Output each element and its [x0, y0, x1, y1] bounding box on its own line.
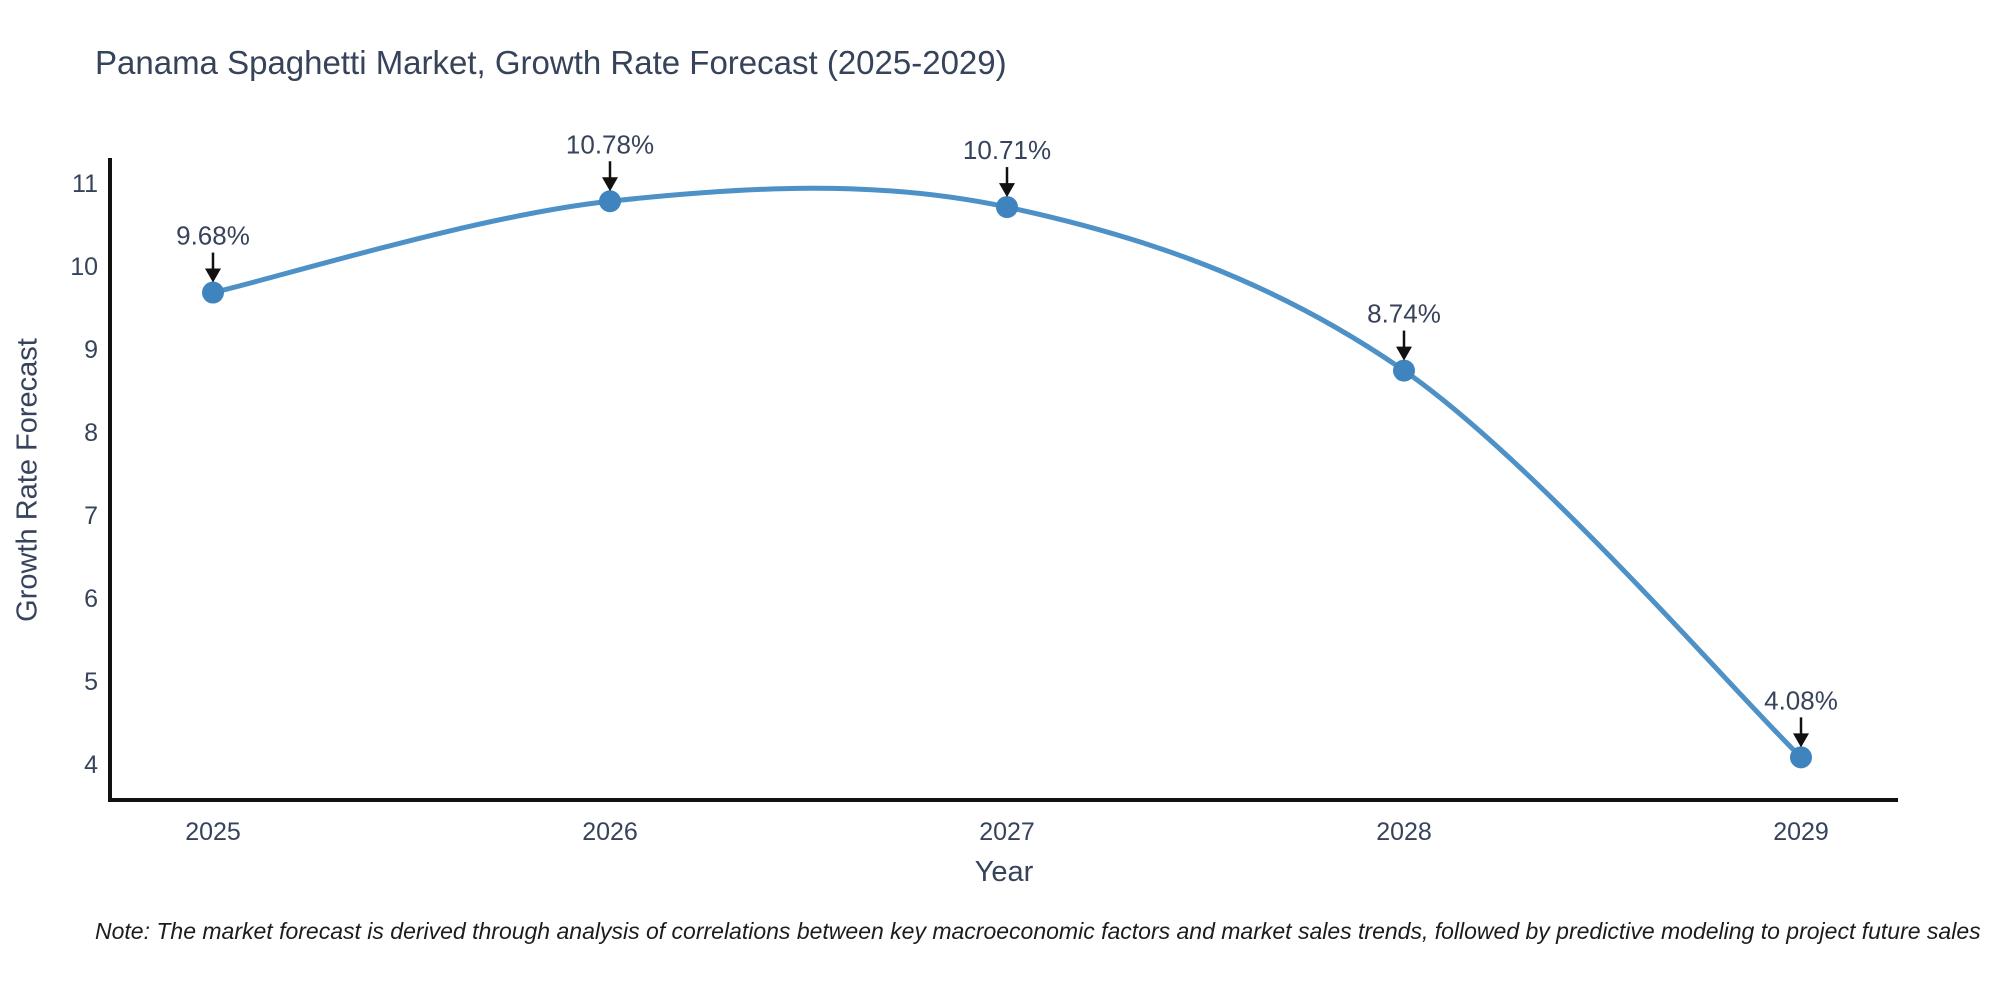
data-point-marker [1790, 746, 1812, 769]
trend-line [210, 185, 1804, 760]
data-point-marker [1393, 359, 1415, 382]
annotation-arrow-head-icon [205, 268, 221, 283]
annotation-arrow-head-icon [1793, 733, 1809, 748]
x-tick-label: 2026 [582, 818, 638, 846]
x-tick-label: 2029 [1773, 818, 1829, 846]
annotation-arrow-head-icon [602, 177, 618, 192]
x-tick-label: 2025 [185, 818, 241, 846]
data-point-marker [996, 196, 1018, 219]
annotation-arrow-head-icon [1396, 346, 1412, 361]
x-tick-label: 2027 [979, 818, 1035, 846]
y-tick-label: 8 [84, 419, 98, 447]
y-tick-label: 9 [84, 336, 98, 364]
annotation-arrow-head-icon [999, 183, 1015, 198]
y-tick-label: 11 [72, 170, 98, 198]
data-point-label: 4.08% [1764, 685, 1838, 715]
data-point-marker [599, 190, 621, 213]
x-tick-label: 2028 [1376, 818, 1432, 846]
x-axis-title: Year [974, 856, 1034, 888]
y-tick-label: 4 [84, 751, 98, 779]
chart-title: Panama Spaghetti Market, Growth Rate For… [95, 44, 1007, 81]
y-tick-label: 6 [84, 585, 98, 613]
data-point-label: 10.71% [963, 135, 1051, 165]
footnote: Note: The market forecast is derived thr… [95, 918, 1981, 944]
data-point-label: 9.68% [176, 221, 250, 251]
y-tick-label: 5 [84, 668, 98, 696]
data-point-label: 8.74% [1367, 299, 1441, 329]
y-tick-label: 7 [84, 502, 98, 530]
data-point-label: 10.78% [566, 129, 654, 159]
data-point-marker [202, 281, 224, 304]
y-tick-label: 10 [70, 253, 98, 281]
